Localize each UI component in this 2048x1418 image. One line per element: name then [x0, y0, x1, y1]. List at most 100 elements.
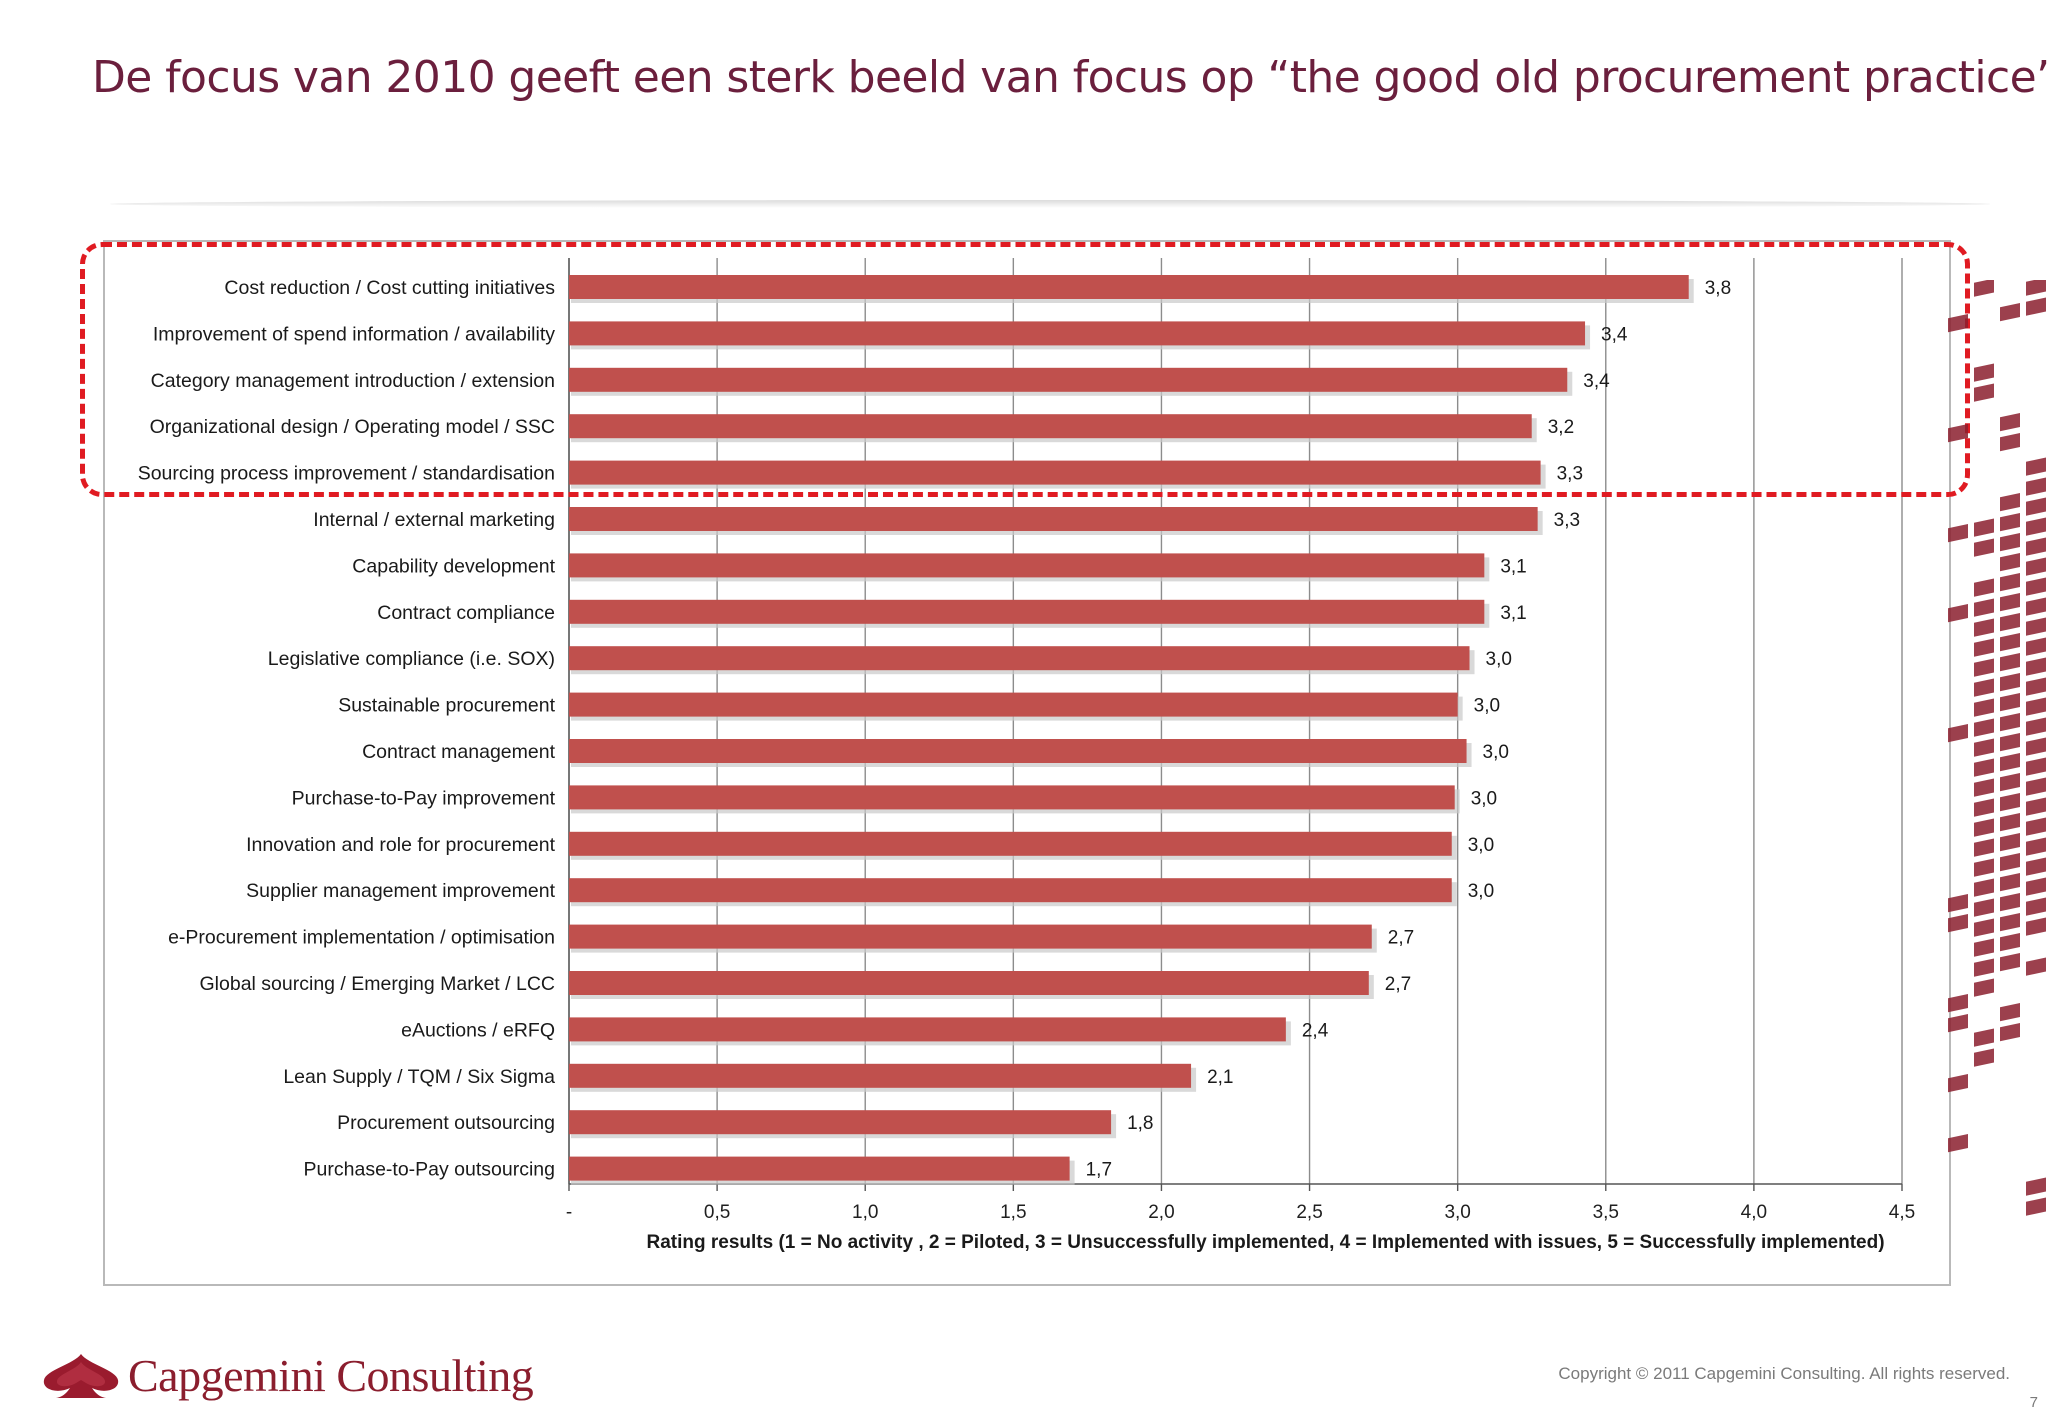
pattern-square [2026, 917, 2046, 936]
bar [569, 1110, 1112, 1135]
pattern-square [1974, 280, 1994, 297]
pattern-square [1974, 958, 1994, 977]
data-label: 3,3 [1554, 510, 1580, 531]
data-label: 3,4 [1583, 371, 1610, 392]
data-label: 3,1 [1500, 556, 1526, 577]
pattern-square [1974, 598, 1994, 617]
data-label: 1,8 [1127, 1113, 1153, 1134]
bar [569, 971, 1369, 995]
bar [569, 692, 1458, 717]
data-label: 3,0 [1471, 788, 1497, 809]
data-label: 3,3 [1557, 464, 1583, 485]
pattern-square [2026, 457, 2046, 476]
spade-logo-icon [43, 1354, 119, 1398]
x-tick-label: 1,5 [1000, 1202, 1026, 1223]
data-label: 3,1 [1500, 603, 1526, 624]
category-label: Contract management [362, 741, 556, 763]
bar [569, 831, 1452, 856]
pattern-square [1974, 898, 1994, 917]
x-tick-label: - [566, 1202, 572, 1223]
pattern-square [2026, 797, 2046, 816]
pattern-square [1974, 818, 1994, 837]
bar [569, 414, 1532, 439]
category-label: Legislative compliance (i.e. SOX) [268, 648, 555, 670]
pattern-square [2000, 692, 2020, 712]
pattern-square [2000, 612, 2020, 632]
pattern-square [1948, 524, 1968, 543]
pattern-square [2026, 577, 2046, 596]
pattern-square [2000, 552, 2020, 572]
category-label: Global sourcing / Emerging Market / LCC [200, 973, 555, 995]
pattern-square [1948, 604, 1968, 623]
pattern-square [2026, 837, 2046, 856]
bar [569, 460, 1541, 485]
x-tick-label: 3,5 [1593, 1202, 1619, 1223]
pattern-square [1974, 978, 1994, 997]
bar [569, 646, 1470, 671]
pattern-square [2000, 412, 2020, 432]
pattern-square [2026, 477, 2046, 496]
pattern-square [1948, 1134, 1968, 1153]
pattern-square [1974, 578, 1994, 597]
x-axis-title: Rating results (1 = No activity , 2 = Pi… [646, 1232, 1884, 1253]
data-label: 3,2 [1548, 417, 1574, 438]
x-tick-label: 0,5 [704, 1202, 730, 1223]
category-label: e-Procurement implementation / optimisat… [168, 927, 555, 949]
x-tick-label: 1,0 [852, 1202, 878, 1223]
pattern-square [2000, 302, 2020, 322]
bar [569, 1017, 1286, 1042]
x-tick-label: 2,0 [1148, 1202, 1174, 1223]
bar [569, 507, 1538, 531]
pattern-square [2000, 712, 2020, 732]
pattern-square [1974, 618, 1994, 637]
data-label: 3,8 [1705, 278, 1731, 299]
decorative-pixel-pattern [1948, 280, 2046, 1216]
pattern-square [2026, 817, 2046, 836]
category-label: Improvement of spend information / avail… [153, 323, 555, 345]
pattern-square [1974, 738, 1994, 757]
pattern-square [2026, 897, 2046, 916]
pattern-square [2000, 952, 2020, 972]
category-label: eAuctions / eRFQ [401, 1019, 555, 1041]
bar [569, 367, 1568, 392]
pattern-square [2000, 632, 2020, 652]
pattern-square [2000, 732, 2020, 752]
pattern-square [2026, 677, 2046, 696]
pattern-square [2000, 832, 2020, 852]
pattern-square [1948, 724, 1968, 743]
data-label: 2,7 [1388, 928, 1414, 949]
pattern-square [1974, 1028, 1994, 1047]
category-label: Organizational design / Operating model … [150, 416, 555, 438]
bar [569, 599, 1485, 624]
category-label: Sustainable procurement [338, 695, 555, 717]
pattern-square [1948, 314, 1968, 333]
x-tick-label: 2,5 [1296, 1202, 1322, 1223]
pattern-square [2026, 597, 2046, 616]
pattern-square [1974, 383, 1994, 402]
data-label: 2,1 [1207, 1067, 1233, 1088]
bar [569, 924, 1372, 949]
data-label: 2,7 [1385, 974, 1411, 995]
pattern-square [1974, 658, 1994, 677]
data-label: 2,4 [1302, 1020, 1329, 1041]
pattern-square [2026, 617, 2046, 636]
data-label: 3,4 [1601, 324, 1628, 345]
pattern-square [2000, 672, 2020, 692]
copyright-notice: Copyright © 2011 Capgemini Consulting. A… [1558, 1364, 2010, 1383]
pattern-square [2026, 717, 2046, 736]
company-logo: Capgemini Consulting [40, 1345, 534, 1405]
category-label: Supplier management improvement [246, 880, 555, 902]
data-label: 3,0 [1483, 742, 1509, 763]
pattern-square [2000, 1022, 2020, 1042]
pattern-square [2000, 592, 2020, 612]
bar [569, 739, 1467, 763]
pattern-square [2026, 877, 2046, 896]
pattern-square [2026, 697, 2046, 716]
bar [569, 321, 1586, 346]
pattern-square [1974, 718, 1994, 737]
pattern-square [1974, 778, 1994, 797]
pattern-square [1974, 698, 1994, 717]
x-tick-label: 4,0 [1741, 1202, 1767, 1223]
pattern-square [1948, 424, 1968, 443]
